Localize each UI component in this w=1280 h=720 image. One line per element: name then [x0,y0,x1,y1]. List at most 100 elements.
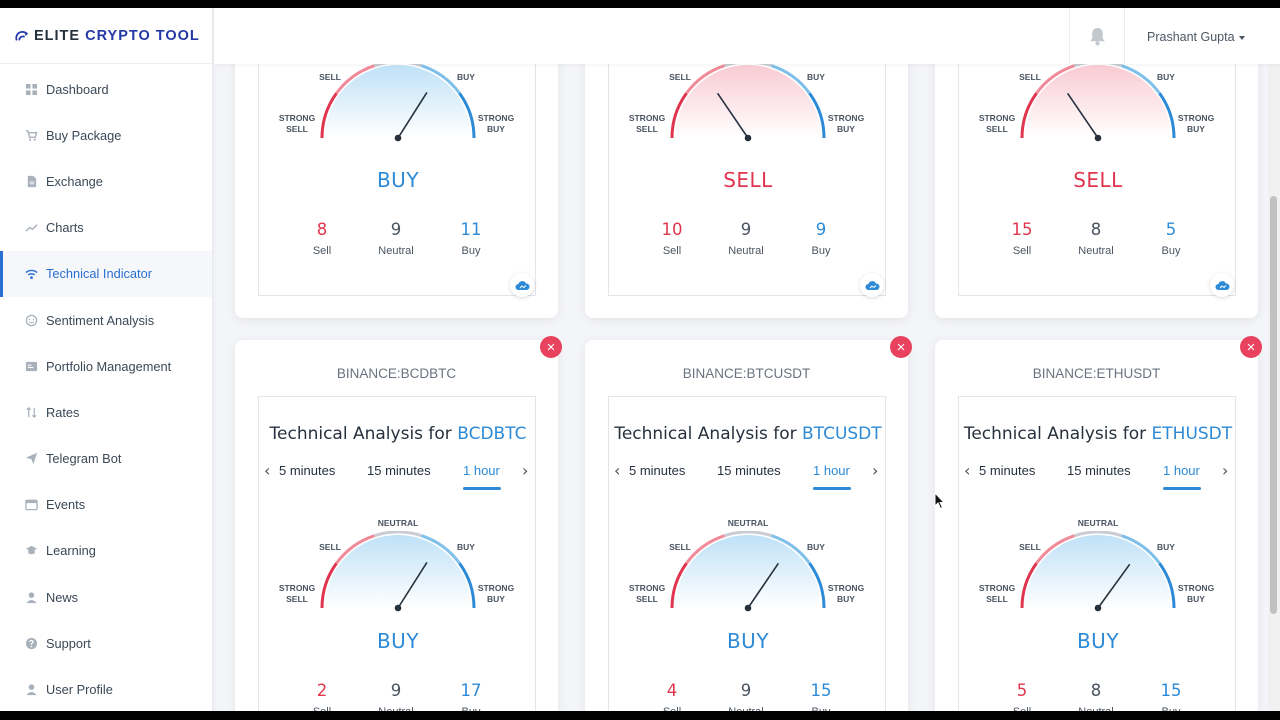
sidebar-item-telegram-bot[interactable]: Telegram Bot [0,436,212,482]
tab-5-minutes[interactable]: 5 minutes [979,463,1036,478]
mouse-pointer-icon [934,492,946,510]
gauge-segment [320,92,338,139]
sell-count: 2Sell [313,681,331,711]
gauge-face [675,535,821,608]
gauge: NEUTRAL SELL BUY STRONG SELL STRONG BUY [609,518,887,631]
sidebar-item-label: Buy Package [46,127,122,143]
sidebar-item-exchange[interactable]: Exchange [0,158,212,204]
gauge-face [1025,535,1171,608]
tab-15-minutes[interactable]: 15 minutes [717,463,781,478]
interval-tabs: ‹ 5 minutes 15 minutes 1 hour › [959,461,1237,490]
sidebar-item-sentiment-analysis[interactable]: Sentiment Analysis [0,297,212,343]
gauge-segment [670,92,688,139]
sidebar-item-label: Learning [46,543,96,559]
gauge-label-strong-buy: STRONG BUY [1177,113,1215,134]
gauge-segment [808,92,826,139]
sidebar-item-learning[interactable]: Learning [0,528,212,574]
gauge: SELL BUY STRONG SELL STRONG BUY [959,60,1237,161]
tab-5-minutes[interactable]: 5 minutes [629,463,686,478]
sell-count: 10 Sell [661,220,683,257]
tabs-prev-arrow[interactable]: ‹ [964,461,971,480]
verdict-label: SELL [1073,168,1123,192]
gauge-label-buy: BUY [1157,542,1175,552]
tabs-next-arrow[interactable]: › [522,461,529,480]
gauge-label-sell: SELL [1019,542,1041,552]
tabs-next-arrow[interactable]: › [872,461,879,480]
close-card-button[interactable]: × [890,336,912,358]
cloud-icon [1215,280,1230,290]
gauge-label-strong-sell: STRONG SELL [278,583,316,604]
tradingview-button[interactable] [510,273,534,297]
gauge-segment [670,562,688,609]
exchange-symbol: BINANCE:BTCUSDT [682,366,811,381]
sidebar-item-buy-package[interactable]: Buy Package [0,112,212,158]
gauge-pivot [394,134,402,142]
tab-1-hour[interactable]: 1 hour [463,463,500,478]
gauge-segment [685,534,725,565]
signal-counts: 10 Sell 9 Neutral 9 Buy [609,220,887,260]
sidebar-item-label: Telegram Bot [46,451,122,467]
gauge-label-sell: SELL [669,542,691,552]
sidebar-item-news[interactable]: News [0,574,212,620]
tab-5-minutes[interactable]: 5 minutes [279,463,336,478]
sidebar-item-dashboard[interactable]: Dashboard [0,66,212,112]
gauge-segment [1074,530,1122,538]
tab-15-minutes[interactable]: 15 minutes [367,463,431,478]
bell-icon [1089,27,1105,45]
gauge-segment [1121,64,1161,95]
tab-15-minutes[interactable]: 15 minutes [1067,463,1131,478]
gauge-face [325,535,471,608]
sidebar-item-portfolio-management[interactable]: Portfolio Management [0,343,212,389]
gauge-needle [1066,92,1099,139]
tab-1-hour[interactable]: 1 hour [813,463,850,478]
gauge-label-strong-sell: STRONG SELL [978,583,1016,604]
sidebar-item-support[interactable]: Support [0,620,212,666]
verdict-label: BUY [376,168,420,192]
page-scrollbar[interactable] [1268,64,1280,711]
sell-count: 8 Sell [312,220,332,257]
graduation-cap-icon [24,544,38,558]
sidebar-item-charts[interactable]: Charts [0,205,212,251]
gauge-label-buy: BUY [1157,72,1175,82]
close-card-button[interactable]: × [540,336,562,358]
gauge-segment [335,534,375,565]
gauge: SELL BUY STRONG SELL STRONG BUY [609,60,887,161]
sidebar-item-label: Rates [46,404,80,420]
gauge-label-buy: BUY [807,542,825,552]
gauge-label-strong-buy: STRONG BUY [477,113,515,134]
tabs-prev-arrow[interactable]: ‹ [614,461,621,480]
gauge-pivot [1094,604,1102,612]
technical-analysis-widget: Technical Analysis for BTCUSDT ‹ 5 minutes… [608,396,886,711]
gauge-label-sell: SELL [669,72,691,82]
gauge-face [1025,65,1171,138]
gauge-segment [458,92,476,139]
tradingview-button[interactable] [860,273,884,297]
notifications-button[interactable] [1069,8,1125,64]
gauge-needle [1097,563,1131,609]
tab-1-hour[interactable]: 1 hour [1163,463,1200,478]
active-tab-indicator [813,487,851,490]
sidebar-item-technical-indicator[interactable]: Technical Indicator [0,250,212,297]
user-menu[interactable]: Prashant Gupta [1147,30,1245,44]
sidebar-item-label: Exchange [46,173,103,189]
close-card-button[interactable]: × [1240,336,1262,358]
tradingview-button[interactable] [1210,273,1234,297]
scrollbar-thumb[interactable] [1270,196,1277,614]
gauge-label-buy: BUY [457,542,475,552]
gauge-label-neutral: NEUTRAL [727,518,769,528]
gauge-label-strong-sell: STRONG SELL [278,113,316,134]
sidebar-item-label: News [46,589,78,605]
brand[interactable]: ELITE CRYPTO TOOL [0,8,212,64]
sidebar-item-events[interactable]: Events [0,482,212,528]
gauge-label-buy: BUY [457,72,475,82]
smiley-icon [24,313,38,327]
question-circle-icon [24,636,38,650]
sidebar-item-rates[interactable]: Rates [0,389,212,435]
chart-line-icon [24,221,38,235]
tabs-next-arrow[interactable]: › [1222,461,1229,480]
tabs-prev-arrow[interactable]: ‹ [264,461,271,480]
sidebar-item-user-profile[interactable]: User Profile [0,666,212,711]
